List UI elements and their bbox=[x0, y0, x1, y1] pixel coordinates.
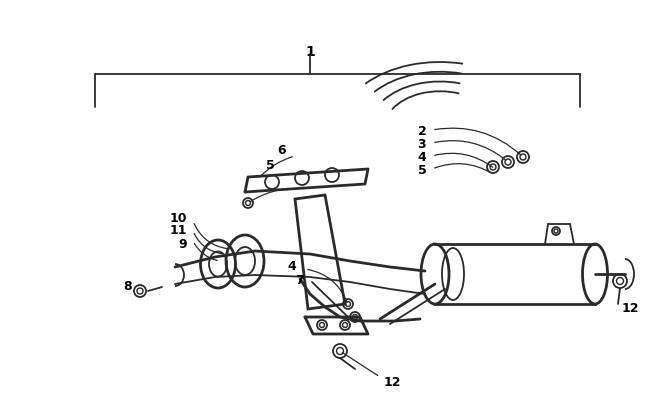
Text: 10: 10 bbox=[169, 211, 187, 224]
Text: 12: 12 bbox=[621, 301, 639, 314]
Text: 3: 3 bbox=[418, 137, 426, 150]
Text: 5: 5 bbox=[266, 158, 274, 171]
Text: 4: 4 bbox=[417, 150, 426, 163]
Text: 9: 9 bbox=[179, 237, 187, 250]
Text: 12: 12 bbox=[384, 375, 401, 388]
Text: 1: 1 bbox=[305, 45, 315, 59]
Text: 11: 11 bbox=[169, 224, 187, 237]
Text: 2: 2 bbox=[417, 124, 426, 137]
Text: 7: 7 bbox=[296, 273, 304, 286]
Text: 6: 6 bbox=[278, 143, 286, 156]
Text: 8: 8 bbox=[124, 280, 133, 293]
Text: 4: 4 bbox=[287, 260, 296, 273]
Text: 5: 5 bbox=[417, 163, 426, 176]
